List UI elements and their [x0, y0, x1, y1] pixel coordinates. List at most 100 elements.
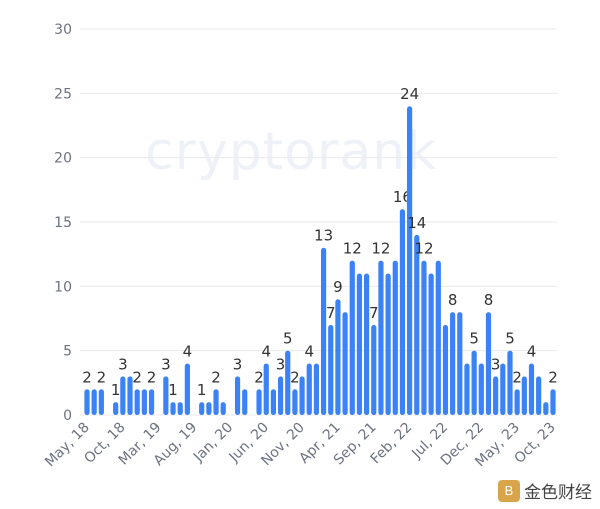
bar: [536, 376, 542, 415]
data-label: 3: [276, 355, 286, 373]
bar: [378, 260, 384, 415]
bar: [213, 389, 219, 415]
bar: [335, 299, 341, 415]
data-label: 12: [414, 240, 433, 258]
data-label: 8: [448, 291, 458, 309]
bar: [471, 350, 477, 415]
bar: [270, 389, 276, 415]
bar: [514, 389, 520, 415]
data-label: 2: [254, 368, 264, 386]
bar: [421, 260, 427, 415]
bar: [199, 402, 205, 415]
y-tick-label: 0: [63, 408, 72, 424]
bar: [91, 389, 97, 415]
y-tick-label: 15: [54, 215, 72, 231]
bar: [407, 106, 413, 415]
bar: [256, 389, 262, 415]
bar: [98, 389, 104, 415]
data-label: 3: [233, 355, 243, 373]
bar: [385, 273, 391, 415]
bar: [120, 376, 126, 415]
bar: [113, 402, 119, 415]
bar: [177, 402, 183, 415]
data-label: 3: [161, 355, 171, 373]
bar: [320, 247, 327, 415]
data-label: 8: [484, 291, 494, 309]
y-tick-label: 20: [54, 151, 72, 167]
y-tick-label: 10: [54, 279, 72, 295]
bar: [478, 363, 484, 415]
y-tick-label: 30: [54, 22, 72, 38]
data-label: 2: [512, 368, 522, 386]
bar: [399, 209, 406, 415]
data-label: 5: [283, 330, 293, 348]
bar: [292, 389, 298, 415]
bar: [328, 324, 334, 415]
data-label: 1: [111, 381, 121, 399]
data-label: 24: [400, 85, 419, 103]
bar: [134, 389, 140, 415]
bar: [277, 376, 284, 415]
bar: [450, 312, 456, 415]
bar: [457, 312, 463, 415]
data-label: 2: [211, 368, 221, 386]
data-label: 2: [97, 368, 107, 386]
bar: [493, 376, 499, 415]
bar: [141, 389, 147, 415]
data-label: 7: [369, 304, 379, 322]
bar: [313, 363, 320, 415]
bar: [356, 273, 363, 415]
data-label: 2: [82, 368, 92, 386]
bar: [507, 350, 513, 415]
data-label: 3: [491, 355, 501, 373]
bar: [206, 402, 212, 415]
bar: [349, 260, 355, 415]
data-label: 12: [343, 240, 362, 258]
bar: [500, 363, 506, 415]
bar: [528, 363, 535, 415]
bar: [414, 234, 420, 415]
data-label: 5: [469, 330, 479, 348]
bar: [521, 376, 527, 415]
bar: [263, 363, 269, 415]
bar: [364, 273, 370, 415]
data-label: 12: [371, 240, 390, 258]
data-label: 13: [314, 227, 333, 245]
bar: [285, 350, 291, 415]
data-label: 9: [333, 278, 343, 296]
bar: [84, 389, 90, 415]
bar: [543, 402, 549, 415]
data-label: 4: [261, 343, 271, 361]
bar: [435, 260, 441, 415]
y-tick-label: 5: [63, 344, 72, 360]
data-label: 4: [527, 343, 537, 361]
logo-text: 金色财经: [524, 483, 592, 502]
bar: [342, 312, 348, 415]
bar: [550, 389, 556, 415]
x-tick-label: May, 18: [42, 420, 93, 471]
data-label: 2: [147, 368, 157, 386]
data-label: 2: [132, 368, 142, 386]
bar: [163, 376, 169, 415]
bar: [371, 324, 377, 415]
watermark: cryptorank: [145, 122, 438, 182]
data-label: 2: [290, 368, 300, 386]
data-label: 2: [548, 368, 558, 386]
bar: [485, 312, 492, 415]
data-label: 1: [197, 381, 207, 399]
data-label: 3: [118, 355, 128, 373]
data-label: 7: [326, 304, 336, 322]
bar: [184, 363, 190, 415]
bar: [428, 273, 434, 415]
logo-mark-icon: B: [498, 479, 520, 502]
bar: [220, 402, 226, 415]
data-label: 5: [505, 330, 515, 348]
jinse-logo: B 金色财经: [498, 478, 592, 503]
bar: [299, 376, 305, 415]
bar: [242, 389, 248, 415]
data-label: 4: [304, 343, 314, 361]
y-tick-label: 25: [54, 86, 72, 102]
data-label: 1: [168, 381, 178, 399]
bar: [170, 402, 176, 415]
